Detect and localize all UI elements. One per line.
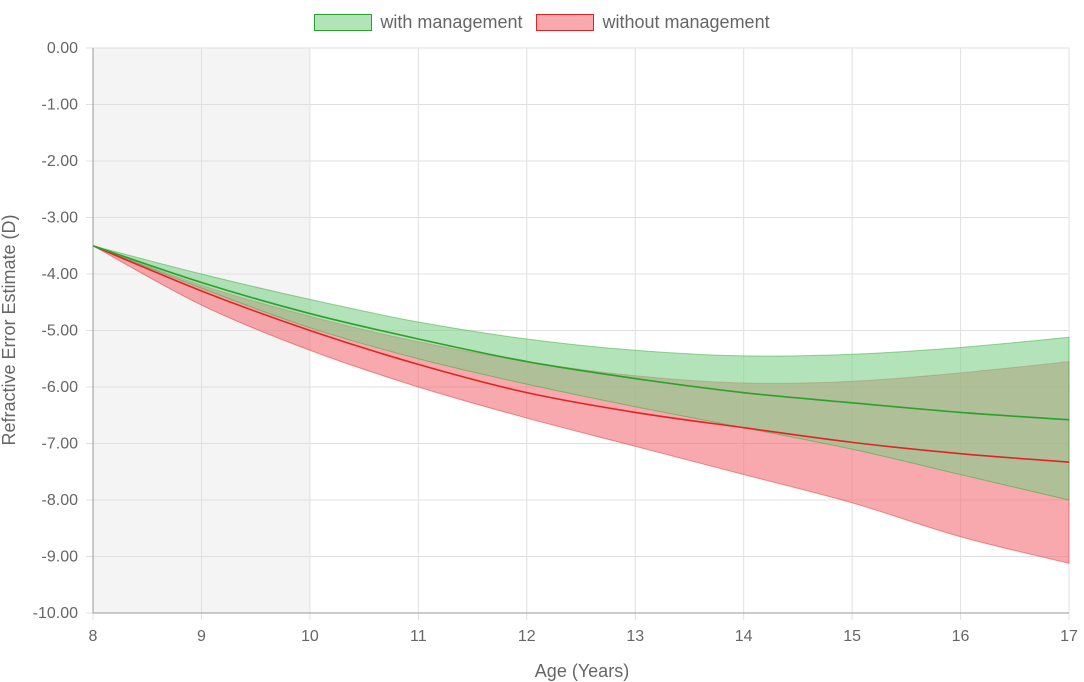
y-tick-label-0: 0.00 <box>47 40 78 57</box>
y-tick-label-5: -5.00 <box>42 323 79 340</box>
legend-item-without-management[interactable]: without management <box>536 12 770 33</box>
x-tick-label-14: 14 <box>735 628 753 645</box>
x-tick-label-12: 12 <box>518 628 536 645</box>
x-tick-label-9: 9 <box>197 628 206 645</box>
y-tick-label-10: -10.00 <box>33 605 78 622</box>
y-tick-label-9: -9.00 <box>42 549 79 566</box>
y-tick-label-7: -7.00 <box>42 436 79 453</box>
x-tick-label-15: 15 <box>843 628 861 645</box>
y-axis-title: Refractive Error Estimate (D) <box>0 214 19 445</box>
x-axis-title: Age (Years) <box>535 661 629 681</box>
y-tick-label-2: -2.00 <box>42 153 79 170</box>
legend-item-with-management[interactable]: with management <box>314 12 522 33</box>
chart-legend: with management without management <box>0 12 1084 33</box>
legend-swatch-with-management <box>314 14 373 31</box>
y-tick-label-3: -3.00 <box>42 210 79 227</box>
y-tick-label-1: -1.00 <box>42 97 79 114</box>
y-tick-label-4: -4.00 <box>42 266 79 283</box>
x-tick-label-17: 17 <box>1060 628 1078 645</box>
line-without-management <box>92 245 1070 463</box>
x-tick-label-11: 11 <box>410 628 427 645</box>
y-tick-label-8: -8.00 <box>42 492 79 509</box>
band-with-management <box>92 245 1070 501</box>
x-tick-label-16: 16 <box>952 628 970 645</box>
legend-label-without-management: without management <box>602 12 770 32</box>
y-tick-label-6: -6.00 <box>42 379 79 396</box>
x-tick-label-13: 13 <box>626 628 644 645</box>
line-with-management <box>92 244 1070 421</box>
legend-swatch-without-management <box>536 14 595 31</box>
legend-label-with-management: with management <box>380 12 523 32</box>
x-tick-label-8: 8 <box>89 628 98 645</box>
x-tick-label-10: 10 <box>301 628 319 645</box>
